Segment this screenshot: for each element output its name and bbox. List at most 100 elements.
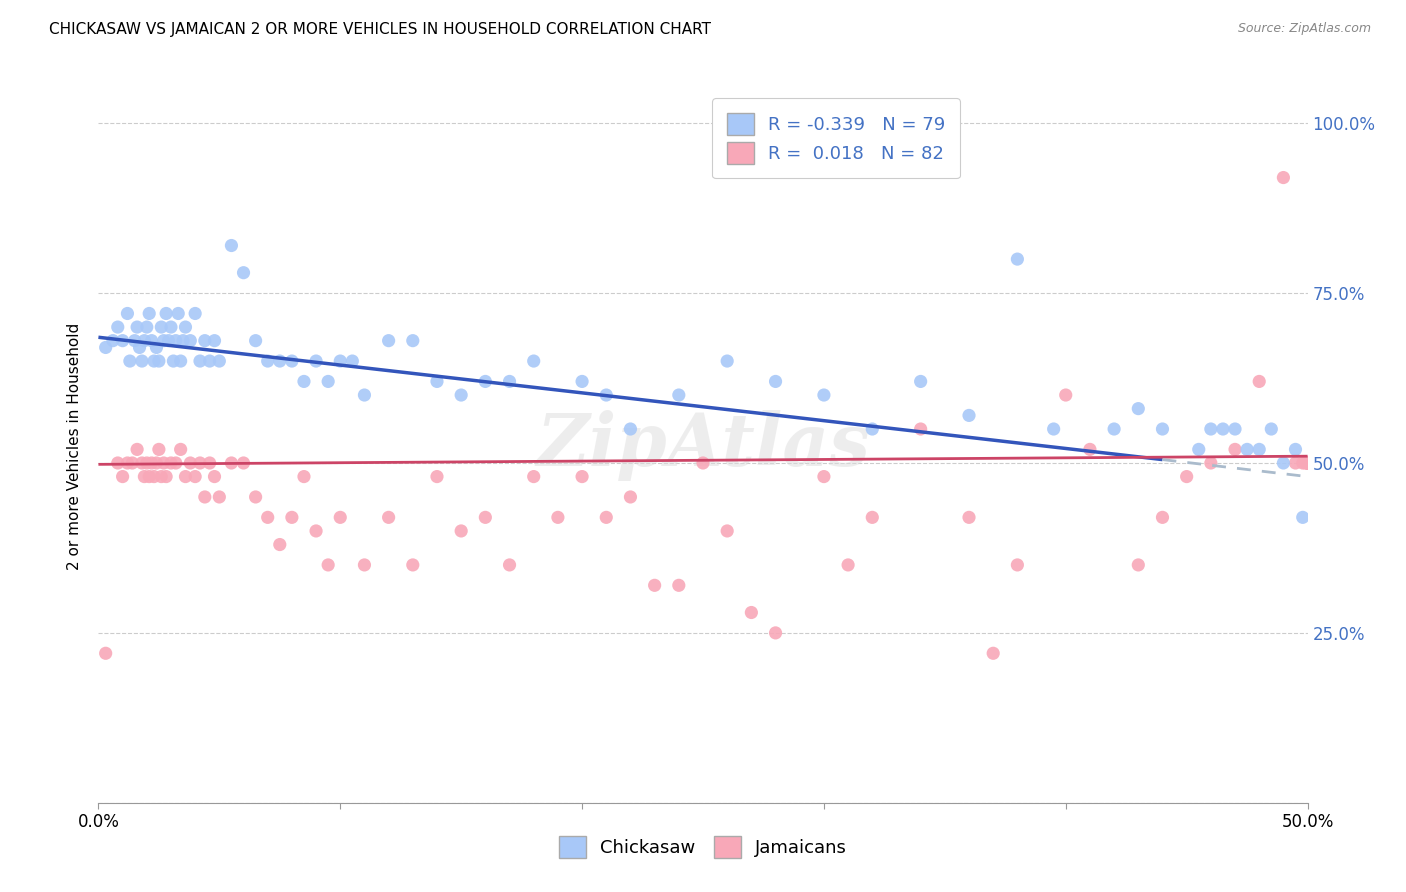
Legend: R = -0.339   N = 79, R =  0.018   N = 82: R = -0.339 N = 79, R = 0.018 N = 82	[713, 98, 960, 178]
Point	[148, 354, 170, 368]
Point	[523, 354, 546, 368]
Point	[316, 375, 339, 389]
Point	[957, 510, 980, 524]
Point	[1223, 442, 1246, 457]
Point	[329, 354, 352, 368]
Point	[145, 341, 167, 355]
Point	[450, 524, 472, 538]
Point	[292, 375, 315, 389]
Point	[131, 456, 153, 470]
Point	[221, 238, 243, 252]
Text: Source: ZipAtlas.com: Source: ZipAtlas.com	[1237, 22, 1371, 36]
Point	[1054, 388, 1077, 402]
Point	[269, 537, 291, 551]
Point	[692, 456, 714, 470]
Point	[194, 334, 217, 348]
Point	[619, 422, 641, 436]
Point	[1199, 456, 1222, 470]
Point	[1042, 422, 1064, 436]
Point	[141, 456, 163, 470]
Y-axis label: 2 or more Vehicles in Household: 2 or more Vehicles in Household	[67, 322, 83, 570]
Point	[571, 469, 593, 483]
Point	[172, 334, 194, 348]
Point	[595, 388, 617, 402]
Point	[1007, 558, 1029, 572]
Point	[644, 578, 666, 592]
Point	[1260, 422, 1282, 436]
Point	[716, 354, 738, 368]
Point	[138, 469, 160, 483]
Point	[124, 334, 146, 348]
Point	[1236, 442, 1258, 457]
Point	[1188, 442, 1211, 457]
Point	[426, 375, 449, 389]
Point	[1284, 442, 1306, 457]
Point	[256, 354, 278, 368]
Point	[117, 306, 139, 320]
Point	[402, 334, 425, 348]
Point	[1272, 456, 1295, 470]
Point	[1102, 422, 1125, 436]
Point	[131, 354, 153, 368]
Point	[353, 558, 375, 572]
Point	[167, 306, 190, 320]
Point	[281, 510, 304, 524]
Point	[150, 469, 173, 483]
Point	[1296, 456, 1319, 470]
Point	[194, 490, 217, 504]
Point	[329, 510, 352, 524]
Point	[143, 469, 166, 483]
Point	[305, 354, 328, 368]
Point	[198, 456, 221, 470]
Point	[165, 456, 187, 470]
Point	[860, 422, 883, 436]
Point	[668, 578, 690, 592]
Point	[204, 469, 226, 483]
Point	[1128, 558, 1150, 572]
Point	[198, 354, 221, 368]
Point	[668, 388, 690, 402]
Point	[188, 354, 211, 368]
Point	[765, 626, 787, 640]
Point	[1296, 456, 1319, 470]
Point	[377, 510, 399, 524]
Point	[204, 334, 226, 348]
Point	[813, 388, 835, 402]
Text: CHICKASAW VS JAMAICAN 2 OR MORE VEHICLES IN HOUSEHOLD CORRELATION CHART: CHICKASAW VS JAMAICAN 2 OR MORE VEHICLES…	[49, 22, 711, 37]
Point	[145, 456, 167, 470]
Point	[595, 510, 617, 524]
Point	[281, 354, 304, 368]
Point	[474, 375, 496, 389]
Point	[141, 334, 163, 348]
Point	[1223, 422, 1246, 436]
Point	[740, 606, 762, 620]
Point	[174, 320, 197, 334]
Point	[547, 510, 569, 524]
Point	[1152, 510, 1174, 524]
Point	[127, 320, 149, 334]
Point	[184, 469, 207, 483]
Point	[765, 375, 787, 389]
Point	[716, 524, 738, 538]
Point	[157, 334, 180, 348]
Point	[128, 341, 150, 355]
Point	[179, 456, 201, 470]
Point	[111, 469, 134, 483]
Point	[860, 510, 883, 524]
Point	[342, 354, 364, 368]
Point	[426, 469, 449, 483]
Point	[117, 456, 139, 470]
Point	[160, 456, 183, 470]
Point	[305, 524, 328, 538]
Legend: Chickasaw, Jamaicans: Chickasaw, Jamaicans	[551, 829, 855, 865]
Point	[353, 388, 375, 402]
Point	[256, 510, 278, 524]
Text: ZipAtlas: ZipAtlas	[536, 410, 870, 482]
Point	[134, 469, 156, 483]
Point	[1199, 422, 1222, 436]
Point	[107, 320, 129, 334]
Point	[152, 334, 174, 348]
Point	[1249, 375, 1271, 389]
Point	[377, 334, 399, 348]
Point	[165, 334, 187, 348]
